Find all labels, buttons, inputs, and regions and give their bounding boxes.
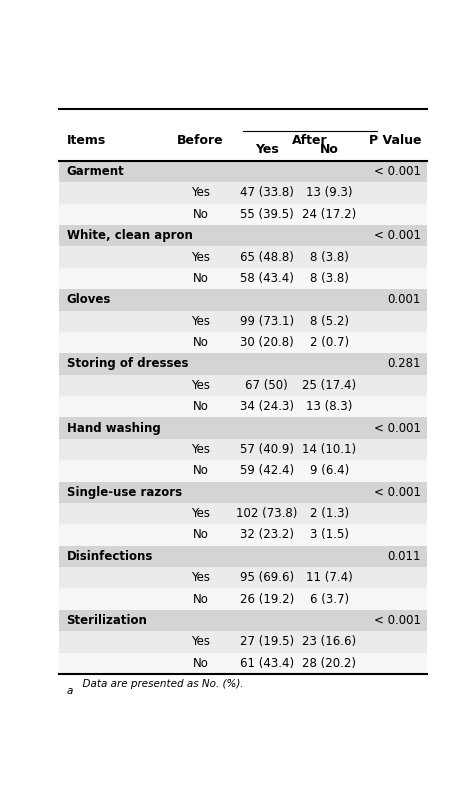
Text: 65 (48.8): 65 (48.8) (240, 250, 294, 264)
Text: Storing of dresses: Storing of dresses (66, 358, 188, 370)
Bar (59, 417, 427, 439)
Text: 95 (69.6): 95 (69.6) (240, 571, 294, 584)
Text: 3 (1.5): 3 (1.5) (310, 529, 349, 541)
Text: < 0.001: < 0.001 (374, 421, 421, 435)
Text: No: No (193, 336, 209, 349)
Text: Yes: Yes (191, 443, 210, 456)
Text: < 0.001: < 0.001 (374, 229, 421, 242)
Text: 67 (50): 67 (50) (246, 379, 288, 392)
Text: 8 (3.8): 8 (3.8) (310, 250, 349, 264)
Text: 0.281: 0.281 (388, 358, 421, 370)
Text: No: No (193, 592, 209, 606)
Bar (59, 396, 427, 417)
Text: 55 (39.5): 55 (39.5) (240, 207, 294, 221)
Text: P Value: P Value (369, 134, 421, 146)
Text: < 0.001: < 0.001 (374, 165, 421, 178)
Text: 59 (42.4): 59 (42.4) (240, 464, 294, 477)
Text: Before: Before (177, 134, 224, 146)
Text: Hand washing: Hand washing (66, 421, 160, 435)
Text: 24 (17.2): 24 (17.2) (302, 207, 356, 221)
Bar (59, 653, 427, 674)
Bar (59, 524, 427, 545)
Bar (59, 161, 427, 182)
Text: After: After (292, 134, 328, 146)
Bar (59, 289, 427, 311)
Text: 13 (8.3): 13 (8.3) (306, 400, 353, 413)
Bar (59, 460, 427, 482)
Bar (59, 332, 427, 353)
Text: 8 (3.8): 8 (3.8) (310, 272, 349, 285)
Text: Yes: Yes (255, 143, 279, 156)
Text: Single-use razors: Single-use razors (66, 486, 182, 498)
Bar (59, 610, 427, 631)
Text: Yes: Yes (191, 187, 210, 200)
Bar (59, 482, 427, 503)
Text: Yes: Yes (191, 379, 210, 392)
Bar (59, 204, 427, 225)
Bar (59, 631, 427, 653)
Text: 8 (5.2): 8 (5.2) (310, 315, 349, 328)
Bar (59, 246, 427, 268)
Text: Yes: Yes (191, 315, 210, 328)
Text: 27 (19.5): 27 (19.5) (240, 635, 294, 648)
Text: 6 (3.7): 6 (3.7) (310, 592, 349, 606)
Text: 14 (10.1): 14 (10.1) (302, 443, 356, 456)
Bar (59, 182, 427, 204)
Text: 28 (20.2): 28 (20.2) (302, 657, 356, 669)
Text: 47 (33.8): 47 (33.8) (240, 187, 294, 200)
Text: a: a (66, 686, 73, 696)
Text: No: No (193, 657, 209, 669)
Text: No: No (193, 272, 209, 285)
Text: 0.011: 0.011 (388, 550, 421, 563)
Text: Disinfections: Disinfections (66, 550, 153, 563)
Text: 13 (9.3): 13 (9.3) (306, 187, 353, 200)
Text: 61 (43.4): 61 (43.4) (240, 657, 294, 669)
Bar (59, 311, 427, 332)
Text: 25 (17.4): 25 (17.4) (302, 379, 356, 392)
Text: Yes: Yes (191, 507, 210, 520)
Text: Gloves: Gloves (66, 293, 111, 306)
Text: < 0.001: < 0.001 (374, 614, 421, 627)
Text: Yes: Yes (191, 250, 210, 264)
Bar (59, 567, 427, 588)
Bar (59, 503, 427, 524)
Text: 2 (0.7): 2 (0.7) (310, 336, 349, 349)
Bar (59, 268, 427, 289)
Text: Garment: Garment (66, 165, 124, 178)
Text: 58 (43.4): 58 (43.4) (240, 272, 294, 285)
Text: Sterilization: Sterilization (66, 614, 147, 627)
Text: No: No (193, 529, 209, 541)
Text: Items: Items (66, 134, 106, 146)
Text: 34 (24.3): 34 (24.3) (240, 400, 294, 413)
Bar (59, 439, 427, 460)
Text: 23 (16.6): 23 (16.6) (302, 635, 356, 648)
Text: 99 (73.1): 99 (73.1) (240, 315, 294, 328)
Text: No: No (320, 143, 339, 156)
Text: 9 (6.4): 9 (6.4) (310, 464, 349, 477)
Text: Yes: Yes (191, 635, 210, 648)
Bar (59, 374, 427, 396)
Text: 0.001: 0.001 (388, 293, 421, 306)
Bar (59, 225, 427, 246)
Text: Yes: Yes (191, 571, 210, 584)
Text: 26 (19.2): 26 (19.2) (240, 592, 294, 606)
Bar (59, 353, 427, 374)
Text: 57 (40.9): 57 (40.9) (240, 443, 294, 456)
Text: Data are presented as No. (%).: Data are presented as No. (%). (76, 680, 244, 689)
Text: 102 (73.8): 102 (73.8) (236, 507, 298, 520)
Text: No: No (193, 207, 209, 221)
Text: No: No (193, 400, 209, 413)
Text: 30 (20.8): 30 (20.8) (240, 336, 294, 349)
Text: White, clean apron: White, clean apron (66, 229, 192, 242)
Text: < 0.001: < 0.001 (374, 486, 421, 498)
Bar (59, 588, 427, 610)
Text: 2 (1.3): 2 (1.3) (310, 507, 349, 520)
Bar (59, 545, 427, 567)
Text: No: No (193, 464, 209, 477)
Text: 32 (23.2): 32 (23.2) (240, 529, 294, 541)
Text: 11 (7.4): 11 (7.4) (306, 571, 353, 584)
